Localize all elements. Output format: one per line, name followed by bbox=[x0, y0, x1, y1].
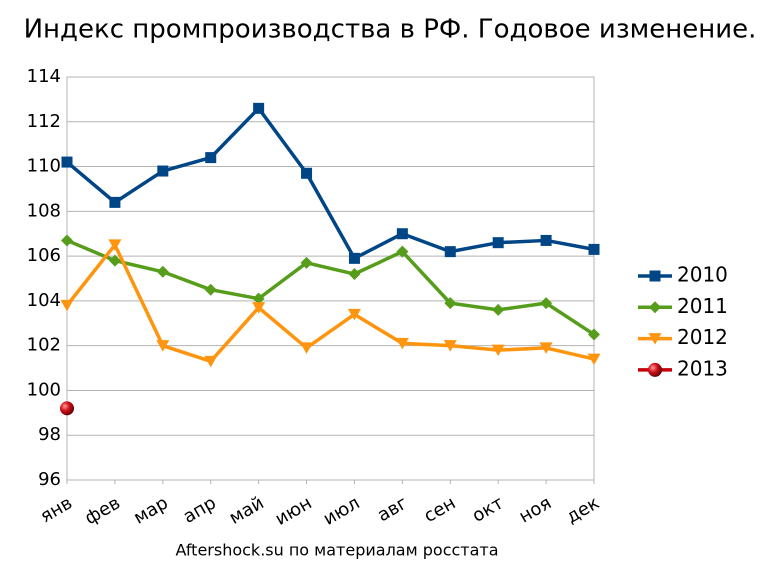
data-point bbox=[540, 297, 553, 310]
data-point bbox=[300, 342, 314, 354]
x-tick-label: мар bbox=[130, 492, 172, 528]
data-point bbox=[443, 340, 457, 352]
series-line bbox=[65, 243, 595, 364]
data-point bbox=[253, 102, 265, 114]
data-point bbox=[396, 228, 408, 240]
data-point bbox=[348, 268, 361, 281]
y-tick-label: 108 bbox=[27, 200, 61, 221]
data-point bbox=[61, 156, 73, 168]
x-tick-label: ноя bbox=[515, 492, 555, 527]
data-point bbox=[108, 239, 122, 251]
y-tick-label: 100 bbox=[27, 379, 61, 400]
y-tick-label: 112 bbox=[27, 111, 61, 132]
data-point bbox=[492, 303, 505, 316]
data-point bbox=[539, 342, 553, 354]
x-tick-label: май bbox=[226, 492, 268, 528]
data-point bbox=[156, 265, 169, 278]
data-point bbox=[157, 165, 169, 177]
legend-marker bbox=[648, 362, 662, 377]
chart-title: Индекс промпроизводства в РФ. Годовое из… bbox=[24, 15, 757, 45]
x-tick-label: дек bbox=[563, 492, 603, 527]
data-point bbox=[252, 292, 265, 305]
data-point bbox=[444, 246, 456, 258]
y-tick-label: 102 bbox=[27, 335, 61, 356]
legend-label: 2012 bbox=[677, 325, 728, 349]
y-tick-label: 110 bbox=[27, 156, 61, 177]
y-tick-label: 96 bbox=[38, 469, 61, 490]
x-tick-label: июл bbox=[320, 492, 364, 529]
data-point bbox=[348, 252, 360, 264]
data-point bbox=[492, 237, 504, 249]
data-point bbox=[301, 167, 313, 179]
data-point bbox=[108, 254, 121, 267]
x-tick-label: фев bbox=[81, 492, 124, 529]
x-tick-label: окт bbox=[469, 492, 508, 526]
y-tick-label: 98 bbox=[38, 424, 61, 445]
data-point bbox=[204, 355, 218, 368]
data-point bbox=[61, 234, 73, 247]
x-tick-label: янв bbox=[37, 492, 76, 527]
legend-marker bbox=[649, 301, 661, 314]
data-point bbox=[588, 243, 600, 255]
x-tick-label: июн bbox=[272, 492, 316, 529]
data-point bbox=[347, 308, 361, 321]
data-point bbox=[109, 196, 121, 208]
data-point bbox=[540, 234, 552, 246]
data-point bbox=[395, 337, 409, 350]
data-point bbox=[205, 152, 217, 164]
legend-label: 2010 bbox=[677, 263, 728, 287]
data-point bbox=[156, 340, 170, 352]
data-point bbox=[444, 297, 457, 310]
x-tick-label: апр bbox=[180, 492, 220, 527]
data-point bbox=[587, 353, 601, 366]
y-tick-label: 104 bbox=[27, 290, 61, 311]
series-line bbox=[66, 238, 595, 336]
data-point bbox=[60, 299, 74, 312]
y-tick-label: 114 bbox=[27, 66, 61, 87]
data-point bbox=[396, 245, 409, 258]
x-tick-label: сен bbox=[420, 492, 459, 527]
y-tick-label: 106 bbox=[27, 245, 61, 266]
legend-marker bbox=[648, 333, 662, 345]
series-line bbox=[65, 106, 595, 261]
legend-marker bbox=[649, 270, 661, 282]
data-point bbox=[252, 302, 266, 314]
data-point bbox=[491, 344, 505, 357]
source-note: Aftershock.su по материалам росстата bbox=[175, 541, 498, 560]
plot-area bbox=[66, 76, 595, 481]
data-point bbox=[588, 328, 600, 341]
x-tick-label: авг bbox=[374, 492, 411, 526]
legend-label: 2013 bbox=[677, 356, 728, 380]
data-point bbox=[204, 283, 217, 296]
data-point bbox=[300, 256, 313, 269]
legend-label: 2011 bbox=[677, 294, 728, 318]
data-point bbox=[60, 401, 74, 416]
